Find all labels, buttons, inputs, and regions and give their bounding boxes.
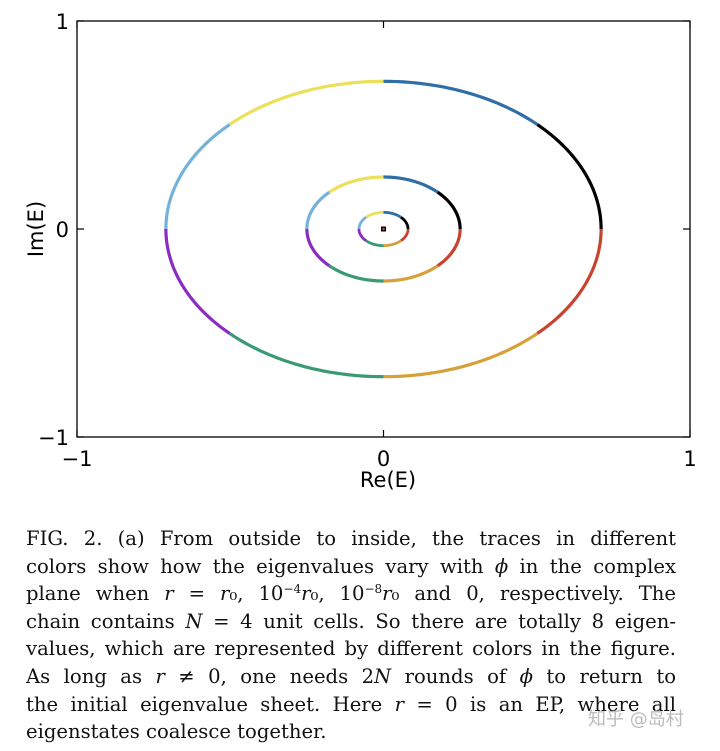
- caption-fragment: to return to: [532, 664, 677, 688]
- caption-fragment: r: [220, 582, 230, 606]
- y-tick-label: −1: [38, 426, 69, 450]
- trace-1-segment-8: [228, 79, 384, 126]
- x-tick-label: −1: [62, 447, 93, 471]
- caption-line: colors show how the eigenvalues vary wit…: [26, 553, 676, 581]
- trace-3-segment-8: [365, 210, 384, 219]
- y-tick-label: 1: [56, 10, 69, 34]
- caption-fragment: r: [164, 582, 174, 606]
- caption-fragment: the initial eigenvalue sheet. Here: [26, 692, 395, 716]
- caption-fragment: ϕ: [519, 664, 533, 688]
- y-tick-label: 0: [56, 218, 69, 242]
- caption-fragment: −4: [283, 582, 302, 597]
- caption-fragment: in the complex: [508, 554, 677, 578]
- caption-fragment: =: [173, 582, 221, 606]
- caption-fragment: = 0 is an EP, where all: [404, 692, 677, 716]
- caption-fragment: N: [374, 664, 392, 688]
- caption-fragment: −8: [364, 582, 383, 597]
- x-tick-label: 1: [683, 447, 696, 471]
- ep-points: [381, 226, 386, 232]
- trace-2-segment-7: [305, 190, 331, 230]
- trace-2-segment-4: [383, 264, 439, 283]
- trace-1-segment-3: [536, 228, 603, 335]
- x-axis-label: Re(E): [360, 468, 416, 492]
- caption-fragment: N: [185, 609, 203, 633]
- x-tick-label: 0: [377, 447, 390, 471]
- caption-fragment: colors show how the eigenvalues vary wit…: [26, 554, 495, 578]
- trace-1-segment-7: [164, 123, 231, 230]
- trace-3-segment-1: [383, 210, 402, 219]
- caption-fragment: plane when: [26, 582, 165, 606]
- caption-line: FIG. 2. (a) From outside to inside, the …: [26, 525, 676, 553]
- trace-3-segment-5: [365, 239, 384, 248]
- trace-3-segment-6: [357, 229, 367, 242]
- axis-ticks: [76, 20, 691, 438]
- caption-fragment: = 4 unit cells. So there are totally 8 e…: [202, 609, 676, 633]
- caption-line: the initial eigenvalue sheet. Here r = 0…: [26, 691, 676, 719]
- caption-fragment: ≠ 0, one needs 2: [164, 664, 375, 688]
- trace-3-segment-7: [357, 216, 367, 229]
- trace-2-segment-8: [328, 175, 384, 194]
- caption-fragment: ₀, 10: [229, 582, 284, 606]
- caption-fragment: r: [394, 692, 405, 716]
- trace-2-segment-6: [305, 228, 331, 268]
- caption-fragment: FIG. 2. (a) From outside to inside, the …: [26, 527, 676, 550]
- caption-fragment: r: [301, 582, 311, 606]
- eigenvalue-traces: [164, 79, 603, 379]
- trace-2-segment-2: [436, 190, 462, 230]
- trace-1-segment-1: [383, 79, 539, 126]
- trace-1-segment-5: [228, 332, 384, 379]
- ep-point: [382, 227, 385, 231]
- trace-1-segment-4: [383, 332, 539, 379]
- caption-line: values, which are represented by differe…: [26, 635, 676, 663]
- watermark: 知乎 @岛村: [588, 709, 684, 730]
- caption-fragment: eigenstates coalesce together.: [26, 720, 327, 744]
- caption-line: eigenstates coalesce together.: [26, 718, 676, 746]
- caption-fragment: ₀ and 0, respectively. The: [391, 582, 677, 606]
- caption-line: chain contains N = 4 unit cells. So ther…: [26, 608, 676, 636]
- trace-1-segment-2: [536, 123, 603, 230]
- eigenvalue-figure: −1 0 1 −1 0 1 Re(E) Im(E): [24, 10, 697, 492]
- caption-line: As long as r ≠ 0, one needs 2N rounds of…: [26, 663, 676, 691]
- trace-3-segment-2: [400, 216, 410, 229]
- caption-fragment: values, which are represented by differe…: [26, 637, 676, 661]
- trace-1-segment-6: [164, 228, 231, 335]
- trace-2-segment-5: [328, 264, 384, 283]
- figure-caption: FIG. 2. (a) From outside to inside, the …: [26, 525, 676, 746]
- caption-fragment: rounds of: [391, 664, 520, 688]
- caption-fragment: r: [382, 582, 392, 606]
- caption-fragment: ϕ: [494, 554, 509, 578]
- trace-3-segment-4: [383, 239, 402, 248]
- caption-fragment: chain contains: [26, 609, 186, 633]
- trace-2-segment-3: [436, 228, 462, 268]
- caption-fragment: ₀, 10: [310, 582, 365, 606]
- tick-labels: −1 0 1 −1 0 1: [38, 10, 697, 471]
- y-axis-label: Im(E): [24, 201, 48, 257]
- trace-2-segment-1: [383, 175, 439, 194]
- trace-3-segment-3: [400, 229, 410, 242]
- caption-line: plane when r = r₀, 10−4r₀, 10−8r₀ and 0,…: [26, 580, 676, 608]
- caption-fragment: r: [155, 664, 165, 688]
- caption-fragment: As long as: [26, 664, 156, 688]
